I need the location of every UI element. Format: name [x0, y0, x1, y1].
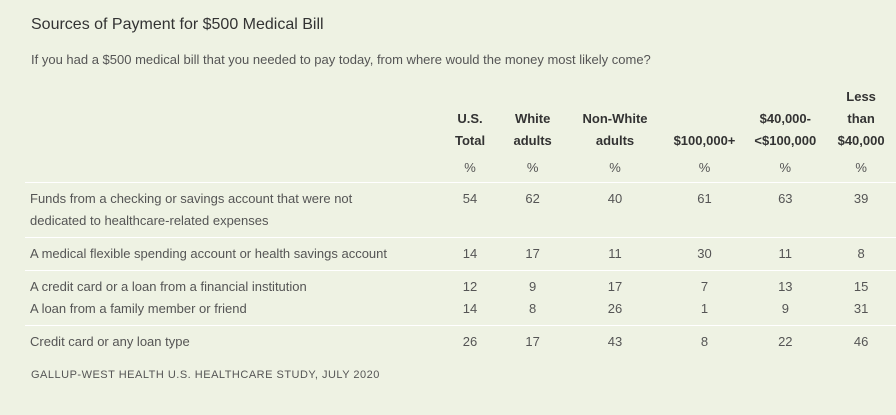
- cell: 30: [664, 237, 745, 271]
- cell: 62: [499, 182, 566, 238]
- cell: 14: [462, 301, 478, 316]
- cell: 46: [826, 325, 896, 358]
- table-row: A loan from a family member or friend 14…: [25, 298, 896, 326]
- cell: 8: [826, 237, 896, 271]
- page-subtitle: If you had a $500 medical bill that you …: [31, 52, 651, 67]
- row-label: Credit card or any loan type: [25, 325, 441, 358]
- cell: 40: [565, 182, 665, 238]
- col-header-nonwhite-adults: Non-White adults: [582, 111, 648, 148]
- cell: 17: [565, 270, 665, 298]
- table-row: A medical flexible spending account or h…: [25, 237, 896, 271]
- percent-row: % % % % % %: [25, 152, 896, 183]
- cell: 63: [744, 182, 827, 238]
- col-header-white-adults: White adults: [513, 111, 552, 148]
- cell: 17: [499, 325, 566, 358]
- cell: 15: [826, 270, 896, 298]
- pct-cell: %: [779, 159, 792, 175]
- table-row: A credit card or a loan from a financial…: [25, 270, 896, 298]
- cell: 61: [664, 182, 745, 238]
- pct-cell: %: [609, 159, 621, 175]
- cell: 17: [499, 237, 566, 271]
- row-label: A medical flexible spending account or h…: [25, 237, 441, 271]
- cell: 54: [440, 182, 500, 238]
- cell: 13: [744, 270, 827, 298]
- cell: 26: [607, 301, 623, 316]
- table-row: Credit card or any loan type 26 17 43 8 …: [25, 325, 896, 358]
- pct-cell: %: [855, 159, 867, 175]
- cell: 8: [664, 325, 745, 358]
- table-header-row: U.S. Total White adults Non-White adults $1…: [25, 86, 896, 152]
- cell: 39: [826, 182, 896, 238]
- header-spacer: [25, 86, 440, 152]
- row-label: A loan from a family member or friend: [30, 301, 247, 316]
- cell: 9: [781, 301, 789, 316]
- cell: 8: [529, 301, 537, 316]
- table-row: Funds from a checking or savings account…: [25, 182, 896, 238]
- cell: 14: [440, 237, 500, 271]
- row-label: A credit card or a loan from a financial…: [25, 270, 441, 298]
- cell: 9: [499, 270, 566, 298]
- cell: 7: [664, 270, 745, 298]
- col-header-100k-plus: $100,000+: [673, 133, 736, 148]
- col-header-40k-100k: $40,000- <$100,000: [754, 111, 817, 148]
- col-header-under-40k: Less than $40,000: [837, 89, 885, 148]
- pct-cell: %: [464, 159, 476, 175]
- cell: 1: [700, 301, 709, 316]
- cell: 43: [565, 325, 665, 358]
- page-title: Sources of Payment for $500 Medical Bill: [31, 16, 324, 33]
- cell: 22: [744, 325, 827, 358]
- col-header-us-total: U.S. Total: [454, 111, 486, 148]
- cell: 31: [853, 301, 869, 316]
- cell: 11: [565, 237, 665, 271]
- results-table: U.S. Total White adults Non-White adults $1…: [25, 86, 896, 358]
- pct-cell: %: [526, 159, 539, 175]
- pct-cell: %: [698, 159, 711, 175]
- cell: 11: [744, 237, 827, 271]
- cell: 26: [440, 325, 500, 358]
- row-label: Funds from a checking or savings account…: [25, 182, 441, 238]
- source-note: GALLUP-WEST HEALTH U.S. HEALTHCARE STUDY…: [31, 369, 380, 381]
- cell: 12: [440, 270, 500, 298]
